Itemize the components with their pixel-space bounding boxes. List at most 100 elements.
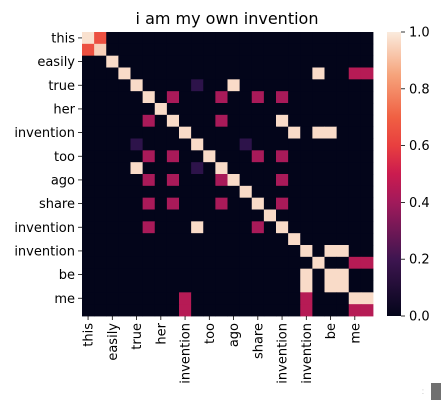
row-tick-label: be bbox=[59, 268, 75, 283]
colorbar-tick-label: 0.4 bbox=[409, 196, 430, 211]
heatmap-cell bbox=[179, 197, 192, 210]
heatmap-cell bbox=[300, 162, 313, 175]
heatmap-cell bbox=[166, 245, 180, 258]
heatmap-cell bbox=[215, 185, 228, 199]
heatmap-cell bbox=[166, 162, 180, 175]
heatmap-cell bbox=[312, 55, 325, 68]
heatmap-cell bbox=[154, 43, 168, 57]
heatmap-cell bbox=[276, 55, 289, 68]
heatmap-cell bbox=[166, 43, 180, 57]
heatmap-cell bbox=[82, 233, 95, 246]
heatmap-cell bbox=[348, 114, 362, 128]
scrollbar-handle[interactable] bbox=[431, 383, 441, 400]
heatmap-cell bbox=[82, 209, 95, 222]
heatmap-cell bbox=[130, 32, 144, 45]
heatmap-cell bbox=[82, 268, 95, 281]
heatmap-cell bbox=[191, 126, 204, 139]
heatmap-cell bbox=[276, 268, 289, 281]
heatmap-cell bbox=[166, 79, 180, 92]
heatmap-cell bbox=[166, 221, 180, 234]
heatmap-cell bbox=[263, 197, 277, 210]
heatmap-cell bbox=[118, 221, 131, 234]
heatmap-cell bbox=[263, 292, 277, 305]
heatmap-cell bbox=[130, 221, 144, 234]
heatmap-cell bbox=[118, 126, 131, 139]
heatmap-cell bbox=[360, 268, 374, 281]
heatmap-cell bbox=[82, 55, 95, 68]
heatmap-cell bbox=[336, 162, 350, 175]
heatmap-cell bbox=[263, 256, 277, 270]
heatmap-cell bbox=[324, 304, 338, 317]
heatmap-cell bbox=[348, 197, 362, 210]
heatmap-cell bbox=[94, 292, 107, 305]
heatmap-cell bbox=[106, 114, 119, 128]
heatmap-cell bbox=[336, 150, 350, 163]
heatmap-cell bbox=[251, 268, 265, 281]
heatmap-cell bbox=[142, 280, 156, 293]
heatmap-cell bbox=[300, 79, 313, 92]
heatmap-cell bbox=[215, 91, 228, 104]
heatmap-cell bbox=[239, 280, 253, 293]
heatmap-cell bbox=[130, 245, 144, 258]
heatmap-cell bbox=[227, 114, 241, 128]
heatmap-cell bbox=[360, 55, 374, 68]
heatmap-cell bbox=[142, 233, 156, 246]
heatmap-cell bbox=[166, 233, 180, 246]
heatmap-cell bbox=[191, 209, 204, 222]
heatmap-cell bbox=[251, 185, 265, 199]
heatmap-cell bbox=[360, 292, 374, 305]
heatmap-cell bbox=[360, 162, 374, 175]
heatmap-cell bbox=[288, 185, 301, 199]
heatmap-cell bbox=[336, 245, 350, 258]
heatmap-cell bbox=[251, 233, 265, 246]
heatmap-cell bbox=[348, 138, 362, 151]
heatmap-cell bbox=[179, 32, 192, 45]
heatmap-cell bbox=[142, 256, 156, 270]
heatmap-cell bbox=[94, 91, 107, 104]
heatmap-cell bbox=[118, 43, 131, 57]
heatmap-cell bbox=[118, 32, 131, 45]
heatmap-cell bbox=[203, 138, 216, 151]
heatmap-cell bbox=[263, 185, 277, 199]
heatmap-cell bbox=[288, 43, 301, 57]
column-tick-label: invention bbox=[179, 323, 194, 384]
heatmap-cell bbox=[251, 162, 265, 175]
heatmap-cell bbox=[348, 221, 362, 234]
heatmap-cell bbox=[324, 43, 338, 57]
heatmap-cell bbox=[82, 174, 95, 187]
heatmap-cell bbox=[227, 268, 241, 281]
heatmap-cell bbox=[288, 91, 301, 104]
heatmap-cell bbox=[154, 256, 168, 270]
heatmap-cell bbox=[82, 162, 95, 175]
heatmap-cell bbox=[263, 138, 277, 151]
heatmap-cell bbox=[276, 126, 289, 139]
heatmap-cell bbox=[227, 67, 241, 80]
heatmap-cell bbox=[312, 103, 325, 116]
heatmap-cell bbox=[82, 103, 95, 116]
heatmap-cell bbox=[154, 79, 168, 92]
heatmap-cell bbox=[251, 304, 265, 317]
heatmap-cell bbox=[348, 126, 362, 139]
heatmap-cell bbox=[227, 43, 241, 57]
heatmap-cell bbox=[142, 209, 156, 222]
row-tick-label: invention bbox=[14, 244, 75, 259]
heatmap-cell bbox=[239, 292, 253, 305]
heatmap-cell bbox=[300, 221, 313, 234]
heatmap-cell bbox=[130, 268, 144, 281]
heatmap-cell bbox=[191, 103, 204, 116]
heatmap-cell bbox=[154, 138, 168, 151]
heatmap-cell bbox=[360, 67, 374, 80]
heatmap-cell bbox=[203, 221, 216, 234]
heatmap-cell bbox=[142, 103, 156, 116]
heatmap-cell bbox=[130, 162, 144, 175]
heatmap-cell bbox=[324, 138, 338, 151]
heatmap-cell bbox=[166, 103, 180, 116]
heatmap-cell bbox=[360, 245, 374, 258]
heatmap-cell bbox=[312, 280, 325, 293]
heatmap-cell bbox=[360, 209, 374, 222]
heatmap-cell bbox=[118, 197, 131, 210]
heatmap-cell bbox=[300, 280, 313, 293]
heatmap-cell bbox=[300, 138, 313, 151]
heatmap-cell bbox=[263, 221, 277, 234]
heatmap-cell bbox=[215, 292, 228, 305]
